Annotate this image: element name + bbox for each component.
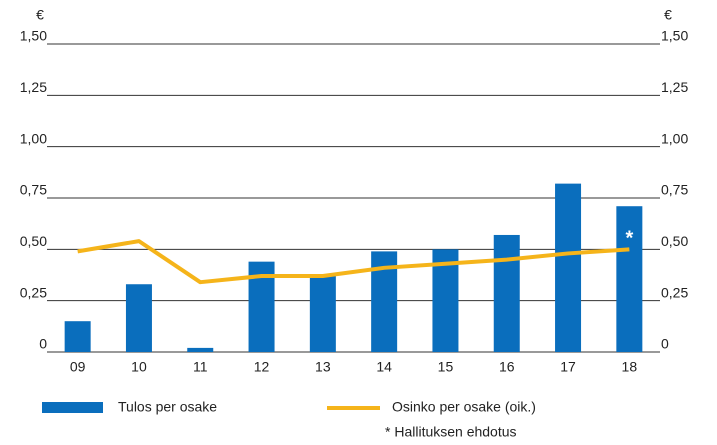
y2-tick-label: 0,75 (661, 182, 688, 198)
y-tick-label: 1,50 (20, 28, 47, 44)
x-tick-label: 16 (499, 359, 515, 375)
x-tick-label: 11 (193, 359, 208, 375)
x-tick-label: 09 (70, 359, 86, 375)
x-tick-label: 18 (622, 359, 638, 375)
x-tick-label: 17 (560, 359, 576, 375)
x-tick-label: 15 (438, 359, 454, 375)
bar (64, 321, 91, 352)
legend-swatch (42, 402, 103, 413)
footnote: * Hallituksen ehdotus (385, 424, 517, 440)
y-tick-label: 1,00 (20, 130, 47, 146)
legend-label: Tulos per osake (118, 399, 217, 415)
bar (432, 249, 459, 352)
bar (616, 206, 643, 352)
y2-tick-label: 0 (661, 336, 669, 352)
x-tick-label: 14 (376, 359, 392, 375)
annotation: * (625, 228, 633, 250)
bar (555, 183, 582, 352)
bar (125, 284, 152, 352)
y2-tick-label: 1,25 (661, 79, 688, 95)
legend-label: Osinko per osake (oik.) (392, 399, 536, 415)
bar (309, 276, 336, 352)
y-tick-label: 0 (39, 336, 47, 352)
bar (187, 347, 214, 352)
y2-tick-label: 1,50 (661, 28, 688, 44)
y-tick-label: 0,25 (20, 284, 47, 300)
x-tick-label: 13 (315, 359, 331, 375)
y-tick-label: 0,50 (20, 233, 47, 249)
y2-tick-label: 1,00 (661, 130, 688, 146)
x-tick-label: 12 (254, 359, 270, 375)
x-tick-label: 10 (131, 359, 147, 375)
bar (493, 234, 520, 352)
line (77, 239, 630, 285)
left-unit: € (36, 7, 44, 23)
y2-tick-label: 0,50 (661, 233, 688, 249)
right-unit: € (664, 7, 672, 23)
y2-tick-label: 0,25 (661, 284, 688, 300)
y-tick-label: 0,75 (20, 182, 47, 198)
y-tick-label: 1,25 (20, 79, 47, 95)
